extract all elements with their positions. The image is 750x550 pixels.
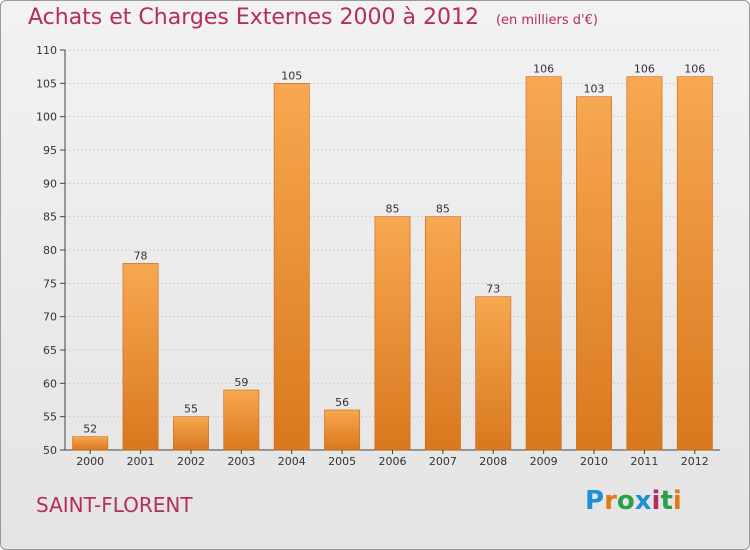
y-tick-label: 75 bbox=[43, 277, 57, 290]
bar-2010 bbox=[576, 96, 612, 451]
bar-2012 bbox=[676, 76, 713, 451]
x-tick-label-2009: 2009 bbox=[530, 455, 558, 468]
bar-2009 bbox=[525, 76, 562, 451]
y-tick-label: 110 bbox=[36, 44, 57, 57]
x-tick-label-2006: 2006 bbox=[379, 455, 407, 468]
data-label-2003: 59 bbox=[234, 376, 248, 389]
x-tick-label-2003: 2003 bbox=[227, 455, 255, 468]
y-tick-label: 65 bbox=[43, 344, 57, 357]
data-label-2005: 56 bbox=[335, 396, 349, 409]
bar-2007 bbox=[424, 216, 461, 451]
y-tick-label: 50 bbox=[43, 444, 57, 457]
y-tick-label: 90 bbox=[43, 177, 57, 190]
data-label-2002: 55 bbox=[184, 403, 198, 416]
data-label-2008: 73 bbox=[486, 283, 500, 296]
bar-2008 bbox=[475, 296, 512, 451]
x-tick-label-2010: 2010 bbox=[580, 455, 608, 468]
bar-2011 bbox=[626, 76, 663, 451]
bar-2004 bbox=[273, 83, 310, 451]
y-tick-label: 70 bbox=[43, 311, 57, 324]
x-tick-label-2002: 2002 bbox=[177, 455, 205, 468]
x-tick-label-2000: 2000 bbox=[76, 455, 104, 468]
bar-2005 bbox=[324, 409, 361, 451]
data-label-2006: 85 bbox=[386, 203, 400, 216]
bar-2001 bbox=[122, 263, 159, 451]
bar-2006 bbox=[374, 216, 411, 451]
x-tick-label-2005: 2005 bbox=[328, 455, 356, 468]
bar-2002 bbox=[173, 416, 209, 451]
y-tick-label: 95 bbox=[43, 144, 57, 157]
data-label-2001: 78 bbox=[134, 249, 148, 262]
y-tick-label: 60 bbox=[43, 377, 57, 390]
data-label-2009: 106 bbox=[533, 63, 554, 76]
data-label-2012: 106 bbox=[684, 63, 705, 76]
y-tick-label: 85 bbox=[43, 211, 57, 224]
chart-title: Achats et Charges Externes 2000 à 2012 (… bbox=[28, 5, 598, 30]
data-label-2010: 103 bbox=[584, 83, 605, 96]
x-tick-label-2001: 2001 bbox=[127, 455, 155, 468]
chart-title-text: Achats et Charges Externes 2000 à 2012 bbox=[28, 5, 479, 30]
y-tick-label: 55 bbox=[43, 411, 57, 424]
x-tick-label-2007: 2007 bbox=[429, 455, 457, 468]
data-label-2000: 52 bbox=[83, 423, 97, 436]
x-tick-label-2004: 2004 bbox=[278, 455, 306, 468]
data-label-2004: 105 bbox=[281, 69, 302, 82]
data-label-2007: 85 bbox=[436, 203, 450, 216]
place-name: SAINT-FLORENT bbox=[36, 493, 193, 517]
chart-unit-note: (en milliers d'€) bbox=[495, 13, 598, 28]
brand-logo: Proxiti bbox=[585, 486, 682, 516]
data-label-2011: 106 bbox=[634, 63, 655, 76]
y-tick-label: 80 bbox=[43, 244, 57, 257]
y-tick-label: 105 bbox=[36, 77, 57, 90]
x-tick-label-2012: 2012 bbox=[681, 455, 709, 468]
x-tick-label-2011: 2011 bbox=[630, 455, 658, 468]
bar-2000 bbox=[72, 436, 109, 451]
y-tick-label: 100 bbox=[36, 111, 57, 124]
x-tick-label-2008: 2008 bbox=[479, 455, 507, 468]
bar-2003 bbox=[223, 389, 260, 451]
